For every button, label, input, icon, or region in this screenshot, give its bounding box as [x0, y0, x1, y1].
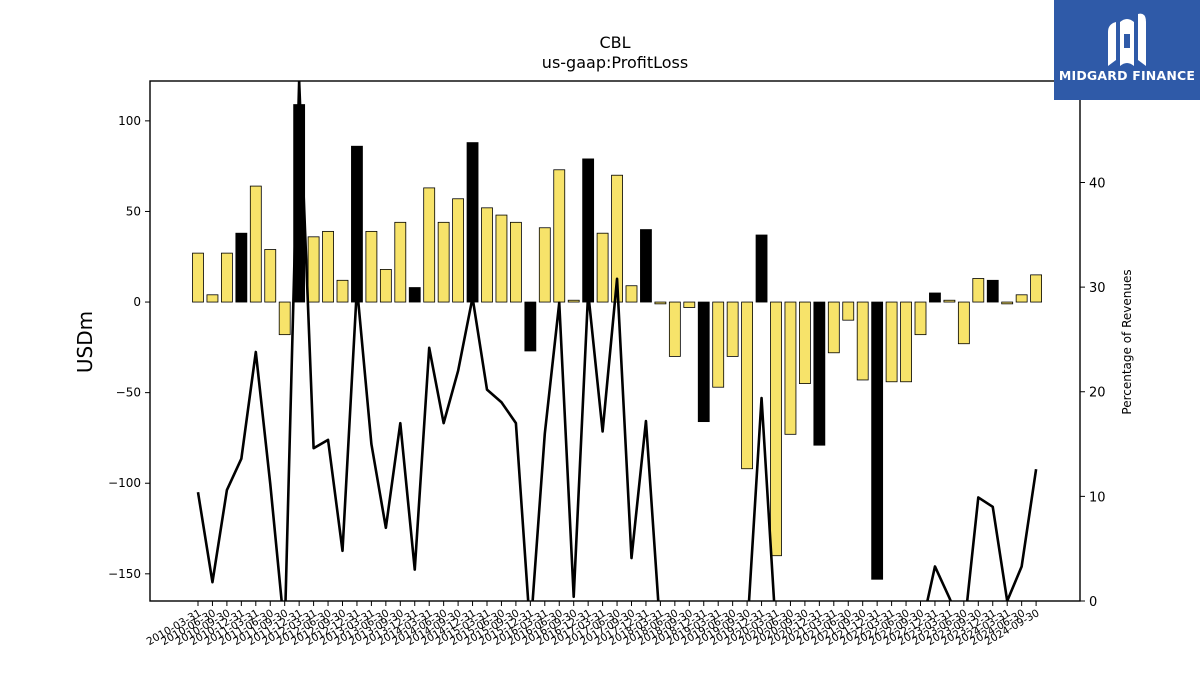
bar: [423, 187, 436, 303]
bar: [481, 207, 493, 303]
bar: [524, 301, 537, 352]
bar: [336, 279, 349, 303]
bar: [871, 301, 884, 580]
bar: [813, 301, 826, 446]
y2-tick-label: 20: [1089, 386, 1106, 401]
y-tick-label: −150: [108, 567, 141, 581]
bar: [957, 301, 970, 345]
y-tick-label: −50: [116, 386, 141, 400]
bar: [625, 285, 638, 303]
y-axis-label: USDm: [73, 311, 97, 373]
y-tick-label: 100: [118, 114, 141, 128]
bar: [741, 301, 753, 470]
percentage-line: [196, 81, 1038, 601]
bar: [784, 301, 797, 435]
bar: [206, 294, 219, 303]
bar: [827, 301, 840, 354]
bar: [278, 301, 291, 336]
bar: [220, 252, 233, 303]
logo-text: MIDGARD FINANCE: [1058, 68, 1196, 83]
bar: [986, 279, 999, 303]
y-tick-label: 50: [126, 204, 141, 218]
bar: [683, 301, 696, 308]
bar: [307, 236, 320, 303]
y-tick-label: 0: [133, 295, 141, 309]
bar: [466, 142, 479, 303]
bar: [943, 299, 956, 303]
bar: [1015, 294, 1028, 303]
bar: [668, 301, 681, 357]
bar: [654, 301, 667, 305]
y2-tick-label: 0: [1089, 595, 1097, 610]
bar: [394, 221, 407, 303]
bar: [885, 301, 898, 383]
bar: [264, 249, 277, 303]
bar: [553, 169, 566, 303]
bar: [235, 232, 248, 303]
y2-tick-label: 10: [1089, 490, 1106, 505]
bar: [322, 230, 334, 303]
chart-title: CBL: [599, 33, 630, 52]
bar: [365, 230, 378, 303]
bar: [452, 198, 465, 303]
bar: [914, 301, 927, 336]
bar: [379, 269, 392, 303]
bar: [495, 214, 508, 303]
bar: [697, 301, 710, 423]
bar: [972, 278, 985, 303]
bar: [596, 232, 609, 303]
midgard-finance-logo: MIDGARD FINANCE: [1054, 0, 1200, 100]
bar: [799, 301, 811, 384]
bar: [770, 301, 782, 557]
bar: [582, 158, 595, 303]
bar: [249, 185, 262, 303]
y-tick-label: −100: [108, 476, 141, 490]
bar: [437, 221, 450, 303]
bar: [408, 287, 421, 303]
plot-frame: [149, 80, 1081, 602]
bar: [1001, 301, 1014, 305]
axes: −150−100−500501000102030402010-03-312010…: [108, 114, 1106, 648]
bar: [900, 301, 912, 383]
midgard-logo-icon: [1108, 13, 1146, 67]
y2-tick-label: 40: [1089, 176, 1106, 191]
bar: [856, 301, 869, 381]
bar: [755, 234, 768, 303]
bar: [1030, 274, 1042, 303]
y2-axis-label: Percentage of Revenues: [1120, 269, 1134, 414]
chart-subtitle: us-gaap:ProfitLoss: [542, 53, 688, 72]
y2-tick-label: 30: [1089, 281, 1106, 296]
line-series: [196, 81, 1038, 601]
bar: [351, 145, 363, 303]
bar: [929, 292, 941, 303]
bar-series: [192, 104, 1042, 580]
bar: [192, 252, 204, 303]
bar: [726, 301, 739, 357]
bar: [538, 227, 551, 303]
bar: [842, 301, 855, 321]
bar: [712, 301, 725, 388]
bar: [509, 221, 522, 303]
bar: [567, 299, 580, 303]
bar: [640, 229, 652, 303]
